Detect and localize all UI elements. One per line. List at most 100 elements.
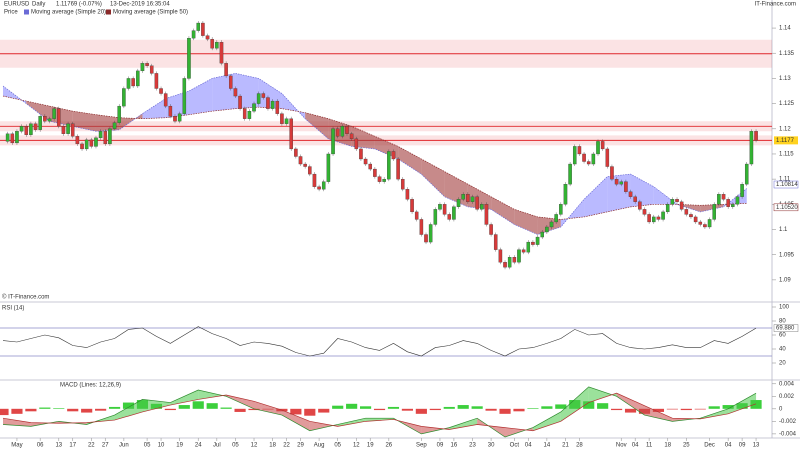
candle [563,184,568,205]
candle [721,194,726,200]
candle [363,158,368,165]
candle [191,30,196,39]
ma-last-label: 1.10520 [776,205,798,211]
candle [294,148,298,157]
y-tick-label: -0.004 [779,431,797,437]
histogram-bar [597,403,609,409]
candle [308,166,312,175]
candle [633,196,637,202]
watermark: IT-Finance.com [755,2,796,8]
x-tick-label: 19 [367,443,374,449]
candle [712,204,716,220]
x-tick-label: 16 [451,443,458,449]
candle [456,199,461,207]
x-tick-label: 22 [88,443,95,449]
x-tick-label: 12 [353,443,360,449]
candle [5,133,10,142]
candle [572,146,577,165]
x-tick-label: Nov [616,443,627,449]
candle [670,199,675,205]
candle [484,204,489,225]
candle [131,78,135,87]
candle [638,201,642,210]
histogram-bar [346,403,358,409]
ma-line [2,392,757,432]
x-tick-label: 13 [55,443,62,449]
ribbon-fill [281,410,310,431]
candle [377,176,382,182]
x-tick-label: Sep [416,443,427,449]
histogram-bar [652,408,665,412]
candle [140,63,145,72]
candle [122,88,126,107]
histogram-bar [67,408,79,412]
histogram-bar [81,408,93,413]
histogram-bar [11,408,23,414]
rsi-line [2,326,757,357]
candle [266,97,270,109]
ribbon-fill [607,174,631,212]
histogram-bar [750,400,762,409]
x-tick-label: 10 [158,443,165,449]
histogram-bar [192,401,204,409]
candle [345,126,349,134]
ribbon-fill [398,146,422,175]
candle [410,199,414,213]
y-tick-label: 1.13 [779,76,791,82]
candle [647,214,651,223]
panel-title: MACD (Lines: 12,26,9) [60,383,121,389]
ribbon-fill [198,390,227,400]
ribbon-fill [142,98,166,119]
candle [359,148,363,160]
candle [112,122,117,129]
candle [675,199,679,202]
histogram-bar [666,408,678,410]
histogram-bar [220,407,232,409]
candle [624,181,628,192]
candle [233,88,238,97]
candle [15,131,19,144]
candle [38,116,42,130]
x-tick-label: 25 [683,443,690,449]
candle [442,204,447,215]
x-tick-label: May [11,443,22,449]
candle [149,65,154,74]
histogram-bar [332,405,344,409]
x-tick-label: 06 [37,443,44,449]
candle [517,249,521,263]
ma-line [2,386,757,438]
candle [554,214,558,223]
histogram-bar [555,404,567,409]
candle [61,126,66,134]
candle [480,204,484,210]
candle [177,113,182,122]
histogram-bar [360,406,372,409]
candle [335,128,340,137]
candle [19,126,24,132]
candle [47,118,52,122]
candle [549,221,554,228]
ribbon-fill [170,390,199,406]
x-tick-label: 26 [385,443,392,449]
ribbon-fill [188,78,213,115]
candle [303,163,307,167]
histogram-bar [443,406,455,409]
candle [619,181,624,185]
candle [628,191,633,197]
period: Daily [32,2,45,8]
candle [586,161,591,165]
ribbon-fill [514,209,538,235]
candle [70,123,75,137]
histogram-bar [318,408,330,413]
x-tick-label: 24 [195,443,202,449]
candle [447,214,452,220]
candle [470,196,475,202]
x-tick-label: 30 [488,443,495,449]
x-tick-label: 28 [576,443,583,449]
candle [605,148,610,167]
candle [98,131,103,139]
candle [424,234,428,243]
ribbon-fill [309,421,338,431]
